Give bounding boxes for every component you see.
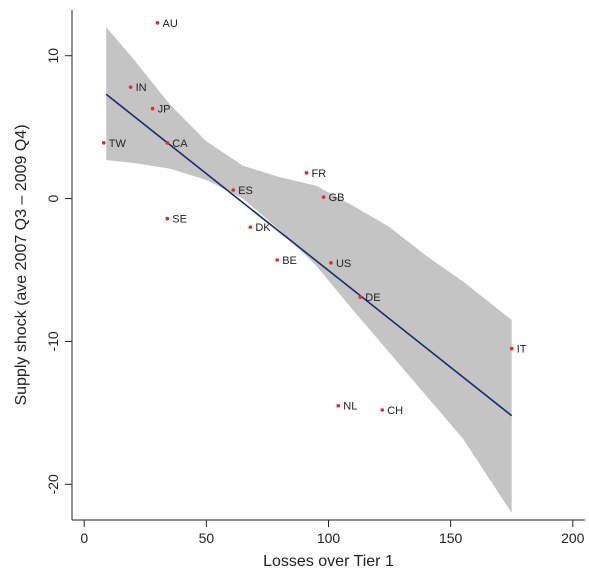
y-tick-label: -10 [45, 331, 61, 351]
point-marker-de [358, 295, 363, 299]
point-label-au: AU [163, 18, 178, 30]
point-label-se: SE [172, 214, 187, 226]
point-label-nl: NL [343, 401, 357, 413]
y-tick-label: -20 [45, 474, 61, 494]
point-marker-in [128, 85, 133, 89]
y-tick-label: 0 [45, 194, 61, 202]
x-tick-label: 0 [80, 530, 88, 546]
point-label-us: US [336, 258, 351, 270]
y-tick-label: 10 [45, 48, 61, 64]
x-tick-label: 150 [439, 530, 463, 546]
point-label-de: DE [365, 292, 380, 304]
points-layer: AU IN JP TW CA FR ES GB SE DK BE US DE IT NL CH [101, 18, 527, 417]
x-axis-title: Losses over Tier 1 [263, 553, 394, 570]
fit-line-layer [105, 93, 513, 417]
confidence-band [106, 27, 512, 513]
x-tick-label: 200 [561, 530, 585, 546]
point-label-tw: TW [109, 138, 127, 150]
point-marker-ch [380, 408, 385, 412]
point-marker-gb [321, 195, 326, 199]
point-label-fr: FR [312, 168, 327, 180]
point-label-be: BE [282, 255, 297, 267]
point-label-ch: CH [387, 405, 403, 417]
x-tick-label: 50 [199, 530, 215, 546]
point-marker-us [329, 261, 333, 265]
point-marker-se [165, 216, 170, 221]
point-marker-nl [336, 403, 341, 408]
y-axis-title: Supply shock (ave 2007 Q3 – 2009 Q4) [13, 124, 30, 405]
point-marker-it [509, 346, 514, 351]
point-marker-dk [248, 225, 253, 229]
x-tick-label: 100 [317, 530, 341, 546]
point-label-dk: DK [255, 222, 271, 234]
point-marker-tw [101, 141, 106, 145]
point-marker-es [231, 188, 236, 192]
point-label-it: IT [517, 344, 527, 356]
fit-line [105, 93, 513, 417]
point-marker-au [155, 21, 160, 25]
point-marker-jp [150, 106, 155, 111]
point-label-es: ES [238, 185, 253, 197]
point-label-jp: JP [158, 104, 171, 116]
point-marker-fr [304, 171, 309, 175]
point-label-gb: GB [329, 192, 345, 204]
confidence-band-layer [106, 27, 512, 513]
point-marker-ca [165, 141, 170, 145]
point-label-in: IN [136, 82, 147, 94]
point-marker-be [275, 258, 280, 262]
point-label-ca: CA [172, 138, 188, 150]
